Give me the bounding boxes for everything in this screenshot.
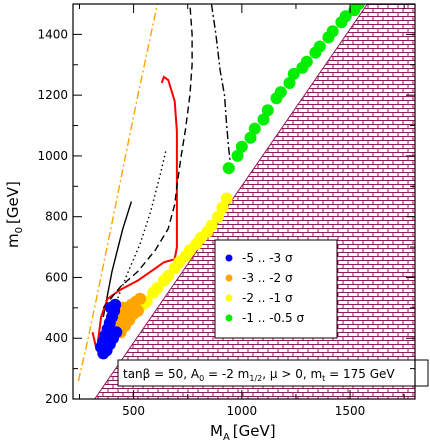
band-4-point-13 bbox=[110, 326, 123, 339]
band-2-point-9 bbox=[220, 192, 233, 205]
band-1-point-4 bbox=[261, 104, 274, 117]
y-tick-label: 200 bbox=[45, 392, 68, 406]
band-3-point-7 bbox=[134, 292, 147, 305]
band-1-point-6 bbox=[287, 67, 300, 80]
band-1-point-1 bbox=[222, 162, 235, 175]
scatter-bands bbox=[95, 4, 365, 360]
y-tick-label: 1400 bbox=[37, 27, 68, 41]
axis-ticks: 500 1000 1500 200 400 600 800 1000 1200 1400 bbox=[37, 3, 415, 418]
contour-line-2 bbox=[102, 201, 133, 318]
band-2-point-17 bbox=[216, 201, 229, 214]
legend: -5 .. -3 σ -3 .. -2 σ -2 .. -1 σ -1 .. -… bbox=[214, 239, 338, 339]
band-1-point-2 bbox=[235, 140, 248, 153]
band-1-point-21 bbox=[348, 4, 361, 17]
legend-label-4: -1 .. -0.5 σ bbox=[242, 311, 304, 325]
band-2-point-8 bbox=[212, 210, 224, 223]
band-2-point-13 bbox=[173, 256, 186, 269]
x-tick-label: 1500 bbox=[335, 404, 366, 418]
legend-marker-4 bbox=[225, 314, 233, 322]
band-1-point-18 bbox=[309, 46, 322, 59]
band-1-point-14 bbox=[257, 113, 270, 126]
band-1-point-12 bbox=[231, 149, 244, 162]
y-tick-label: 1000 bbox=[37, 149, 68, 163]
band-1-point-15 bbox=[270, 92, 283, 105]
band-1-point-19 bbox=[322, 31, 335, 44]
y-tick-label: 800 bbox=[45, 210, 68, 224]
band-2-point-16 bbox=[205, 219, 218, 232]
band-2-point-11 bbox=[151, 282, 164, 295]
x-axis-label: MA [GeV] bbox=[210, 422, 276, 443]
band-1-point-16 bbox=[283, 77, 296, 89]
y-tick-label: 400 bbox=[45, 331, 68, 345]
y-tick-label: 1200 bbox=[37, 88, 68, 102]
legend-label-3: -2 .. -1 σ bbox=[242, 291, 293, 305]
x-tick-label: 500 bbox=[122, 404, 145, 418]
annotation-text: tanβ = 50, A0 = -2 m1/2, μ > 0, mt = 175… bbox=[123, 367, 395, 383]
legend-marker-1 bbox=[225, 254, 233, 262]
contour-line-6 bbox=[210, 4, 232, 169]
band-4-point-14 bbox=[104, 301, 117, 314]
annotation: tanβ = 50, A0 = -2 m1/2, μ > 0, mt = 175… bbox=[117, 359, 429, 387]
contour-line-1 bbox=[77, 4, 159, 381]
legend-marker-2 bbox=[225, 274, 233, 282]
contour-line-4 bbox=[91, 75, 178, 351]
legend-label-1: -5 .. -3 σ bbox=[242, 251, 293, 265]
band-2-point-12 bbox=[162, 269, 175, 282]
legend-marker-3 bbox=[225, 294, 233, 302]
band-1-point-13 bbox=[244, 131, 257, 144]
band-2-point-15 bbox=[194, 232, 207, 244]
y-axis-label: m0[GeV] bbox=[4, 181, 25, 248]
band-1-point-20 bbox=[335, 16, 348, 29]
x-tick-label: 1000 bbox=[227, 404, 258, 418]
band-3-point-12 bbox=[131, 304, 144, 317]
band-2-point-14 bbox=[183, 244, 196, 257]
band-1-point-3 bbox=[248, 122, 261, 135]
y-tick-label: 600 bbox=[45, 270, 68, 284]
contour-line-5 bbox=[102, 4, 193, 309]
band-1-point-17 bbox=[296, 61, 309, 74]
legend-label-2: -3 .. -2 σ bbox=[242, 271, 293, 285]
plot-frame bbox=[72, 3, 416, 400]
